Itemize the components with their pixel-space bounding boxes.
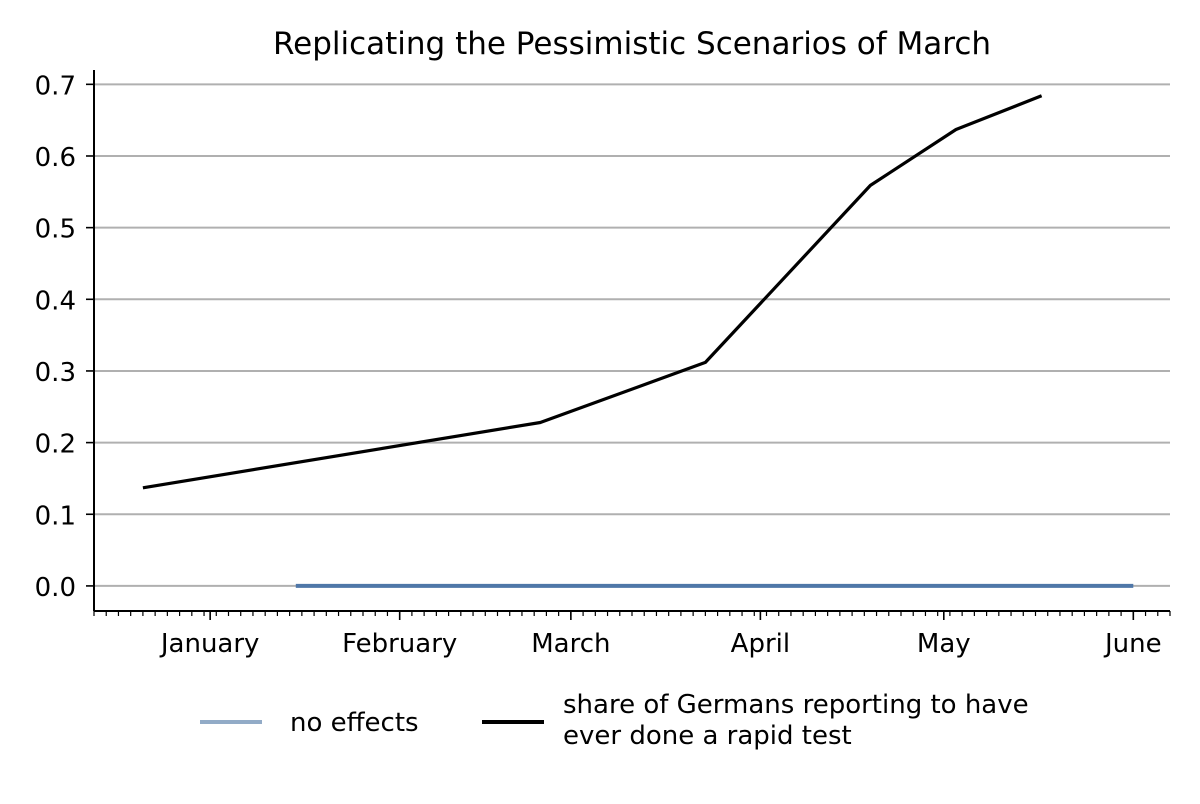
legend-label: no effects (290, 708, 419, 738)
x-tick-label: May (917, 629, 971, 659)
x-tick-label: February (342, 629, 457, 659)
x-tick-label: January (159, 629, 260, 659)
y-tick-label: 0.2 (35, 430, 76, 460)
y-tick-label: 0.4 (35, 286, 76, 316)
legend-label: share of Germans reporting to have (563, 690, 1029, 720)
series-layer (142, 94, 1134, 588)
y-tick-label: 0.6 (35, 143, 76, 173)
y-tick-label: 0.3 (35, 358, 76, 388)
axes-layer: 0.0 0.1 0.2 0.3 0.4 0.5 0.6 0.7 January February M… (35, 70, 1171, 659)
y-tick-label: 0.7 (35, 71, 76, 101)
legend-label: ever done a rapid test (563, 721, 852, 751)
x-tick-label: June (1103, 629, 1162, 659)
legend: no effects share of Germans reporting to … (200, 690, 1029, 751)
y-tick-label: 0.5 (35, 215, 76, 245)
series-line (142, 94, 1043, 490)
chart-title: Replicating the Pessimistic Scenarios of… (273, 26, 991, 62)
y-tick-label: 0.0 (35, 573, 76, 603)
y-tick-label: 0.1 (35, 501, 76, 531)
x-tick-label: March (531, 629, 610, 659)
x-tick-label: April (731, 629, 790, 659)
grid-layer (94, 83, 1170, 587)
